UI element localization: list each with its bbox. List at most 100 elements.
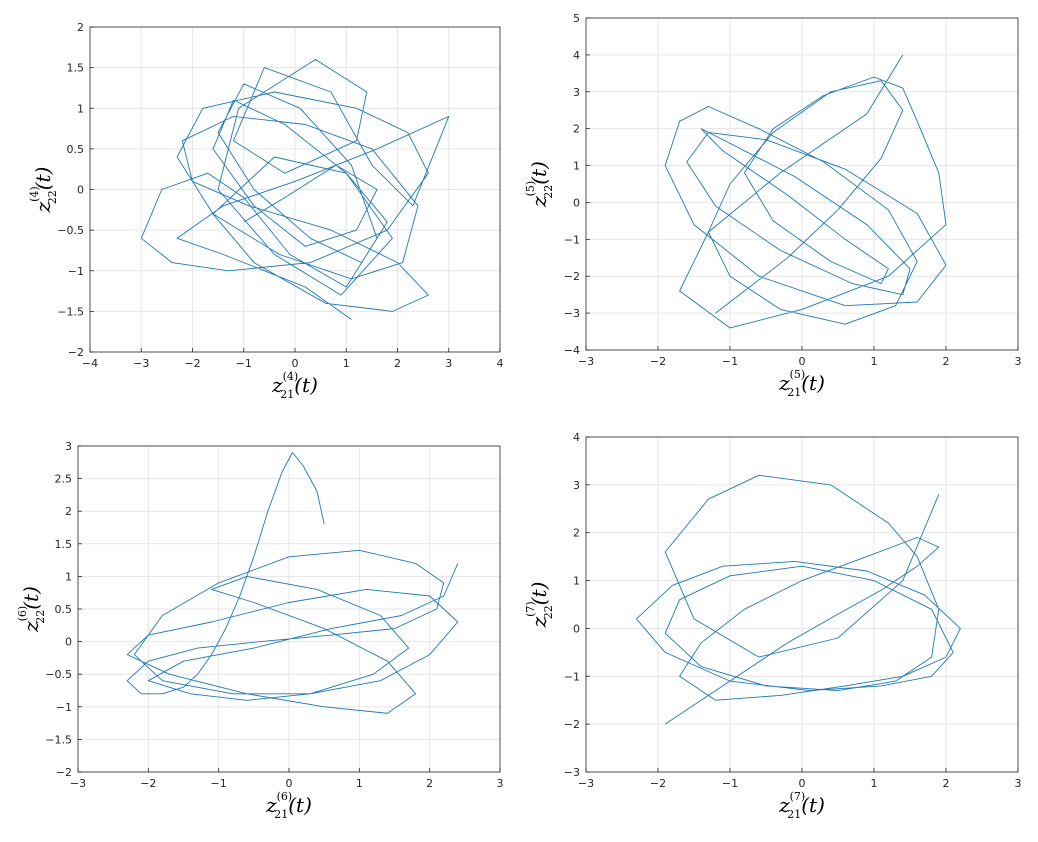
x-tick-label: 3 xyxy=(1015,355,1022,368)
y-tick-label: 3 xyxy=(573,479,580,492)
y-label-sup: (5) xyxy=(524,181,537,197)
y-tick-label: −1 xyxy=(564,670,580,683)
x-tick-label: −3 xyxy=(133,357,149,370)
y-tick-label: 1.5 xyxy=(55,538,73,551)
y-label-sub: 22 xyxy=(46,190,59,204)
y-axis-label: z(5) 22(t) xyxy=(524,161,555,208)
x-label-sup: (4) xyxy=(283,370,299,383)
series-line-1 xyxy=(664,54,947,329)
x-tick-label: −3 xyxy=(578,355,594,368)
y-tick-label: 2.5 xyxy=(55,473,73,486)
x-tick-label: −2 xyxy=(184,357,200,370)
y-label-base: z xyxy=(31,201,55,213)
y-axis-label: z(6) 22(t) xyxy=(16,586,47,633)
x-tick-label: −2 xyxy=(140,777,156,790)
x-axis-label: z(6) 21(t) xyxy=(265,790,312,821)
x-tick-label: 1 xyxy=(343,357,350,370)
x-tick-label: 1 xyxy=(871,355,878,368)
x-axis-label: z(7) 21(t) xyxy=(778,790,825,821)
y-tick-label: 3 xyxy=(65,440,72,453)
x-tick-label: 3 xyxy=(1015,777,1022,790)
x-label-sup: (7) xyxy=(790,790,806,803)
x-tick-label: −1 xyxy=(211,777,227,790)
y-label-arg: (t) xyxy=(19,586,43,610)
y-tick-label: 0 xyxy=(573,622,580,635)
y-label-sub: 22 xyxy=(34,610,47,624)
x-label-arg: (t) xyxy=(801,371,825,395)
y-label-base: z xyxy=(527,196,551,208)
x-label-base: z xyxy=(271,373,283,397)
x-label-sub: 21 xyxy=(787,386,801,399)
y-tick-label: −2 xyxy=(564,270,580,283)
x-tick-label: 4 xyxy=(497,357,504,370)
series-line-1 xyxy=(635,474,961,725)
series-line-1 xyxy=(126,452,459,714)
x-tick-label: 3 xyxy=(497,777,504,790)
chart-panel-3: −3 −2 −1 0 1 2 3−2−1.5−1−0.500.511.522.53z(6) 2… xyxy=(16,440,504,821)
y-tick-label: 2 xyxy=(77,21,84,34)
x-tick-label: −2 xyxy=(650,777,666,790)
x-axis-label: z(5) 21(t) xyxy=(778,368,825,399)
y-label-sup: (7) xyxy=(524,601,537,617)
y-tick-label: 1 xyxy=(573,160,580,173)
y-label-base: z xyxy=(527,616,551,628)
y-tick-label: 1.5 xyxy=(67,62,85,75)
y-tick-label: 2 xyxy=(573,123,580,136)
x-tick-label: 2 xyxy=(943,777,950,790)
y-axis-label: z(7) 22(t) xyxy=(524,582,555,629)
y-axis-label: z(4) 22(t) xyxy=(28,167,59,214)
y-tick-label: −1 xyxy=(564,233,580,246)
x-label-sub: 21 xyxy=(280,388,294,401)
x-tick-label: 1 xyxy=(356,777,363,790)
y-tick-label: 1 xyxy=(573,575,580,588)
y-tick-label: 4 xyxy=(573,49,580,62)
x-tick-label: 0 xyxy=(799,355,806,368)
x-tick-label: −3 xyxy=(578,777,594,790)
x-label-sup: (6) xyxy=(277,790,293,803)
y-tick-label: 0 xyxy=(573,196,580,209)
y-tick-label: 5 xyxy=(573,12,580,25)
y-tick-label: 0.5 xyxy=(55,603,73,616)
y-tick-label: −1.5 xyxy=(45,733,72,746)
y-label-arg: (t) xyxy=(31,167,55,191)
x-tick-label: 0 xyxy=(286,777,293,790)
x-label-sup: (5) xyxy=(790,368,806,381)
y-tick-label: −1 xyxy=(56,701,72,714)
x-tick-label: 0 xyxy=(799,777,806,790)
y-tick-label: 2 xyxy=(573,527,580,540)
x-label-base: z xyxy=(265,793,277,817)
x-tick-label: 0 xyxy=(292,357,299,370)
y-tick-label: −1.5 xyxy=(57,305,84,318)
y-label-sup: (4) xyxy=(28,186,41,202)
y-tick-label: −0.5 xyxy=(45,668,72,681)
y-label-sub: 22 xyxy=(542,605,555,619)
y-tick-label: 4 xyxy=(573,431,580,444)
y-tick-label: 3 xyxy=(573,86,580,99)
y-label-arg: (t) xyxy=(527,582,551,606)
x-axis-label: z(4) 21(t) xyxy=(271,370,318,401)
y-tick-label: −3 xyxy=(564,766,580,779)
x-label-sub: 21 xyxy=(787,808,801,821)
y-label-base: z xyxy=(19,621,43,633)
x-label-arg: (t) xyxy=(294,373,318,397)
x-label-base: z xyxy=(778,793,790,817)
x-label-base: z xyxy=(778,371,790,395)
y-tick-label: 0 xyxy=(65,636,72,649)
x-tick-label: −4 xyxy=(82,357,98,370)
x-tick-label: −1 xyxy=(236,357,252,370)
x-tick-label: −3 xyxy=(70,777,86,790)
y-tick-label: −2 xyxy=(56,766,72,779)
x-tick-label: 2 xyxy=(943,355,950,368)
y-label-arg: (t) xyxy=(527,161,551,185)
y-tick-label: 1 xyxy=(77,102,84,115)
x-tick-label: −1 xyxy=(722,355,738,368)
y-tick-label: −3 xyxy=(564,307,580,320)
y-tick-label: 0.5 xyxy=(67,143,85,156)
x-tick-label: 2 xyxy=(426,777,433,790)
y-tick-label: 0 xyxy=(77,184,84,197)
y-tick-label: −2 xyxy=(68,346,84,359)
x-label-sub: 21 xyxy=(274,808,288,821)
x-tick-label: −2 xyxy=(650,355,666,368)
